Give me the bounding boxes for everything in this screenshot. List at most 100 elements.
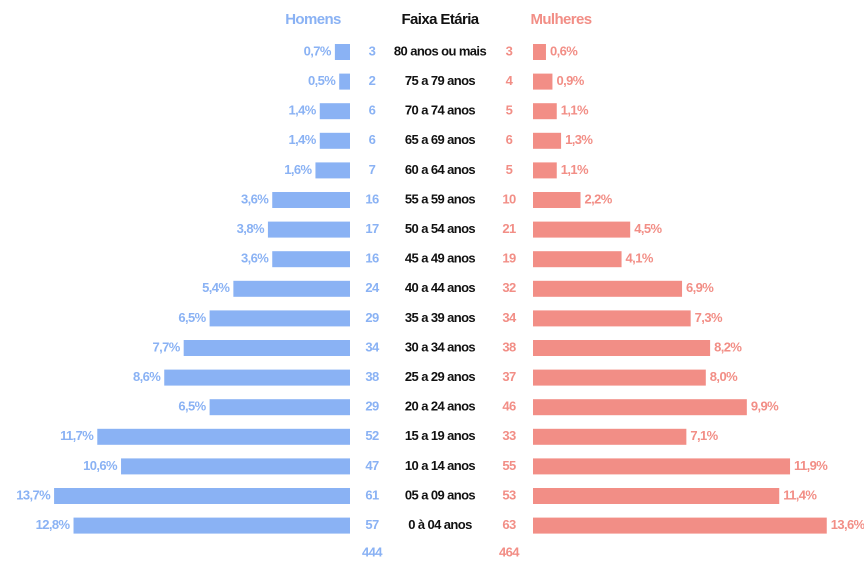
bar (121, 458, 350, 475)
bar (267, 221, 350, 238)
value-label: 2,2% (585, 191, 613, 206)
count-label: 17 (365, 221, 379, 236)
bar (164, 369, 350, 386)
category-label: 30 a 34 anos (405, 339, 475, 354)
count-label: 38 (502, 339, 516, 354)
value-label: 5,4% (202, 280, 230, 295)
category-label: 40 a 44 anos (405, 280, 475, 295)
bar (533, 221, 631, 238)
legend-women: Mulheres (530, 11, 591, 28)
category-label: 50 a 54 anos (405, 221, 475, 236)
bar (533, 251, 622, 268)
category-label: 0 à 04 anos (408, 517, 472, 532)
bar (319, 103, 350, 120)
count-label: 46 (502, 399, 516, 414)
count-label: 5 (506, 162, 513, 177)
value-label: 4,1% (626, 251, 654, 266)
bar (233, 280, 350, 297)
value-label: 6,9% (686, 280, 714, 295)
bar (533, 458, 791, 475)
bar (319, 132, 350, 149)
count-label: 5 (506, 103, 513, 118)
count-label: 52 (365, 428, 379, 443)
bar (533, 488, 780, 504)
bar (97, 428, 350, 445)
value-label: 1,6% (284, 162, 312, 177)
category-label: 20 a 24 anos (405, 399, 475, 414)
value-label: 7,7% (152, 339, 180, 354)
category-label: 15 a 19 anos (405, 428, 475, 443)
value-label: 1,1% (561, 162, 589, 177)
count-label: 34 (502, 310, 517, 325)
bar (533, 517, 827, 534)
category-label: 55 a 59 anos (405, 191, 475, 206)
count-label: 29 (365, 399, 379, 414)
category-label: 80 anos ou mais (394, 43, 487, 58)
bar (533, 132, 562, 149)
count-label: 4 (506, 73, 514, 88)
count-label: 55 (502, 458, 516, 473)
bar (533, 103, 557, 120)
bar (73, 517, 351, 534)
bar (533, 44, 546, 60)
value-label: 0,9% (556, 73, 584, 88)
value-label: 1,4% (289, 103, 317, 118)
count-label: 33 (502, 428, 516, 443)
count-label: 61 (365, 487, 379, 502)
bar (533, 280, 683, 297)
value-label: 3,6% (241, 191, 269, 206)
total-label: 444 (362, 544, 383, 559)
bar (272, 192, 350, 208)
count-label: 29 (365, 310, 379, 325)
count-label: 3 (369, 43, 376, 58)
value-label: 8,0% (710, 369, 738, 384)
bar (533, 310, 691, 327)
count-label: 24 (365, 280, 380, 295)
count-label: 21 (502, 221, 516, 236)
value-label: 1,1% (561, 103, 589, 118)
category-label: 70 a 74 anos (405, 103, 475, 118)
count-label: 63 (502, 517, 516, 532)
count-label: 47 (365, 458, 379, 473)
value-label: 4,5% (634, 221, 662, 236)
value-label: 8,2% (714, 339, 742, 354)
count-label: 3 (506, 43, 513, 58)
bar (209, 310, 350, 327)
category-label: 35 a 39 anos (405, 310, 475, 325)
value-label: 3,8% (237, 221, 265, 236)
category-label: 65 a 69 anos (405, 132, 475, 147)
value-label: 1,3% (565, 132, 593, 147)
value-label: 12,8% (36, 517, 71, 532)
bar (533, 192, 581, 208)
value-label: 0,6% (550, 43, 578, 58)
bar (533, 399, 747, 416)
value-label: 7,3% (695, 310, 723, 325)
count-label: 16 (365, 191, 379, 206)
count-label: 7 (369, 162, 376, 177)
legend-men: Homens (285, 11, 341, 28)
total-label: 464 (499, 544, 520, 559)
count-label: 53 (502, 487, 516, 502)
bar (334, 44, 350, 60)
count-label: 16 (365, 251, 379, 266)
category-label: 60 a 64 anos (405, 162, 475, 177)
count-label: 19 (502, 251, 516, 266)
value-label: 13,7% (16, 487, 51, 502)
value-label: 11,9% (794, 458, 828, 473)
count-label: 2 (369, 73, 376, 88)
value-label: 1,4% (289, 132, 317, 147)
category-label: 45 a 49 anos (405, 251, 475, 266)
count-label: 6 (369, 103, 376, 118)
bar (183, 340, 350, 356)
value-label: 8,6% (133, 369, 161, 384)
count-label: 57 (365, 517, 379, 532)
value-label: 13,6% (831, 517, 864, 532)
value-label: 10,6% (83, 458, 118, 473)
category-label: 10 a 14 anos (405, 458, 475, 473)
category-label: 75 a 79 anos (405, 73, 475, 88)
category-label: 25 a 29 anos (405, 369, 475, 384)
bar (533, 428, 687, 445)
bar (315, 162, 350, 179)
value-label: 3,6% (241, 251, 269, 266)
